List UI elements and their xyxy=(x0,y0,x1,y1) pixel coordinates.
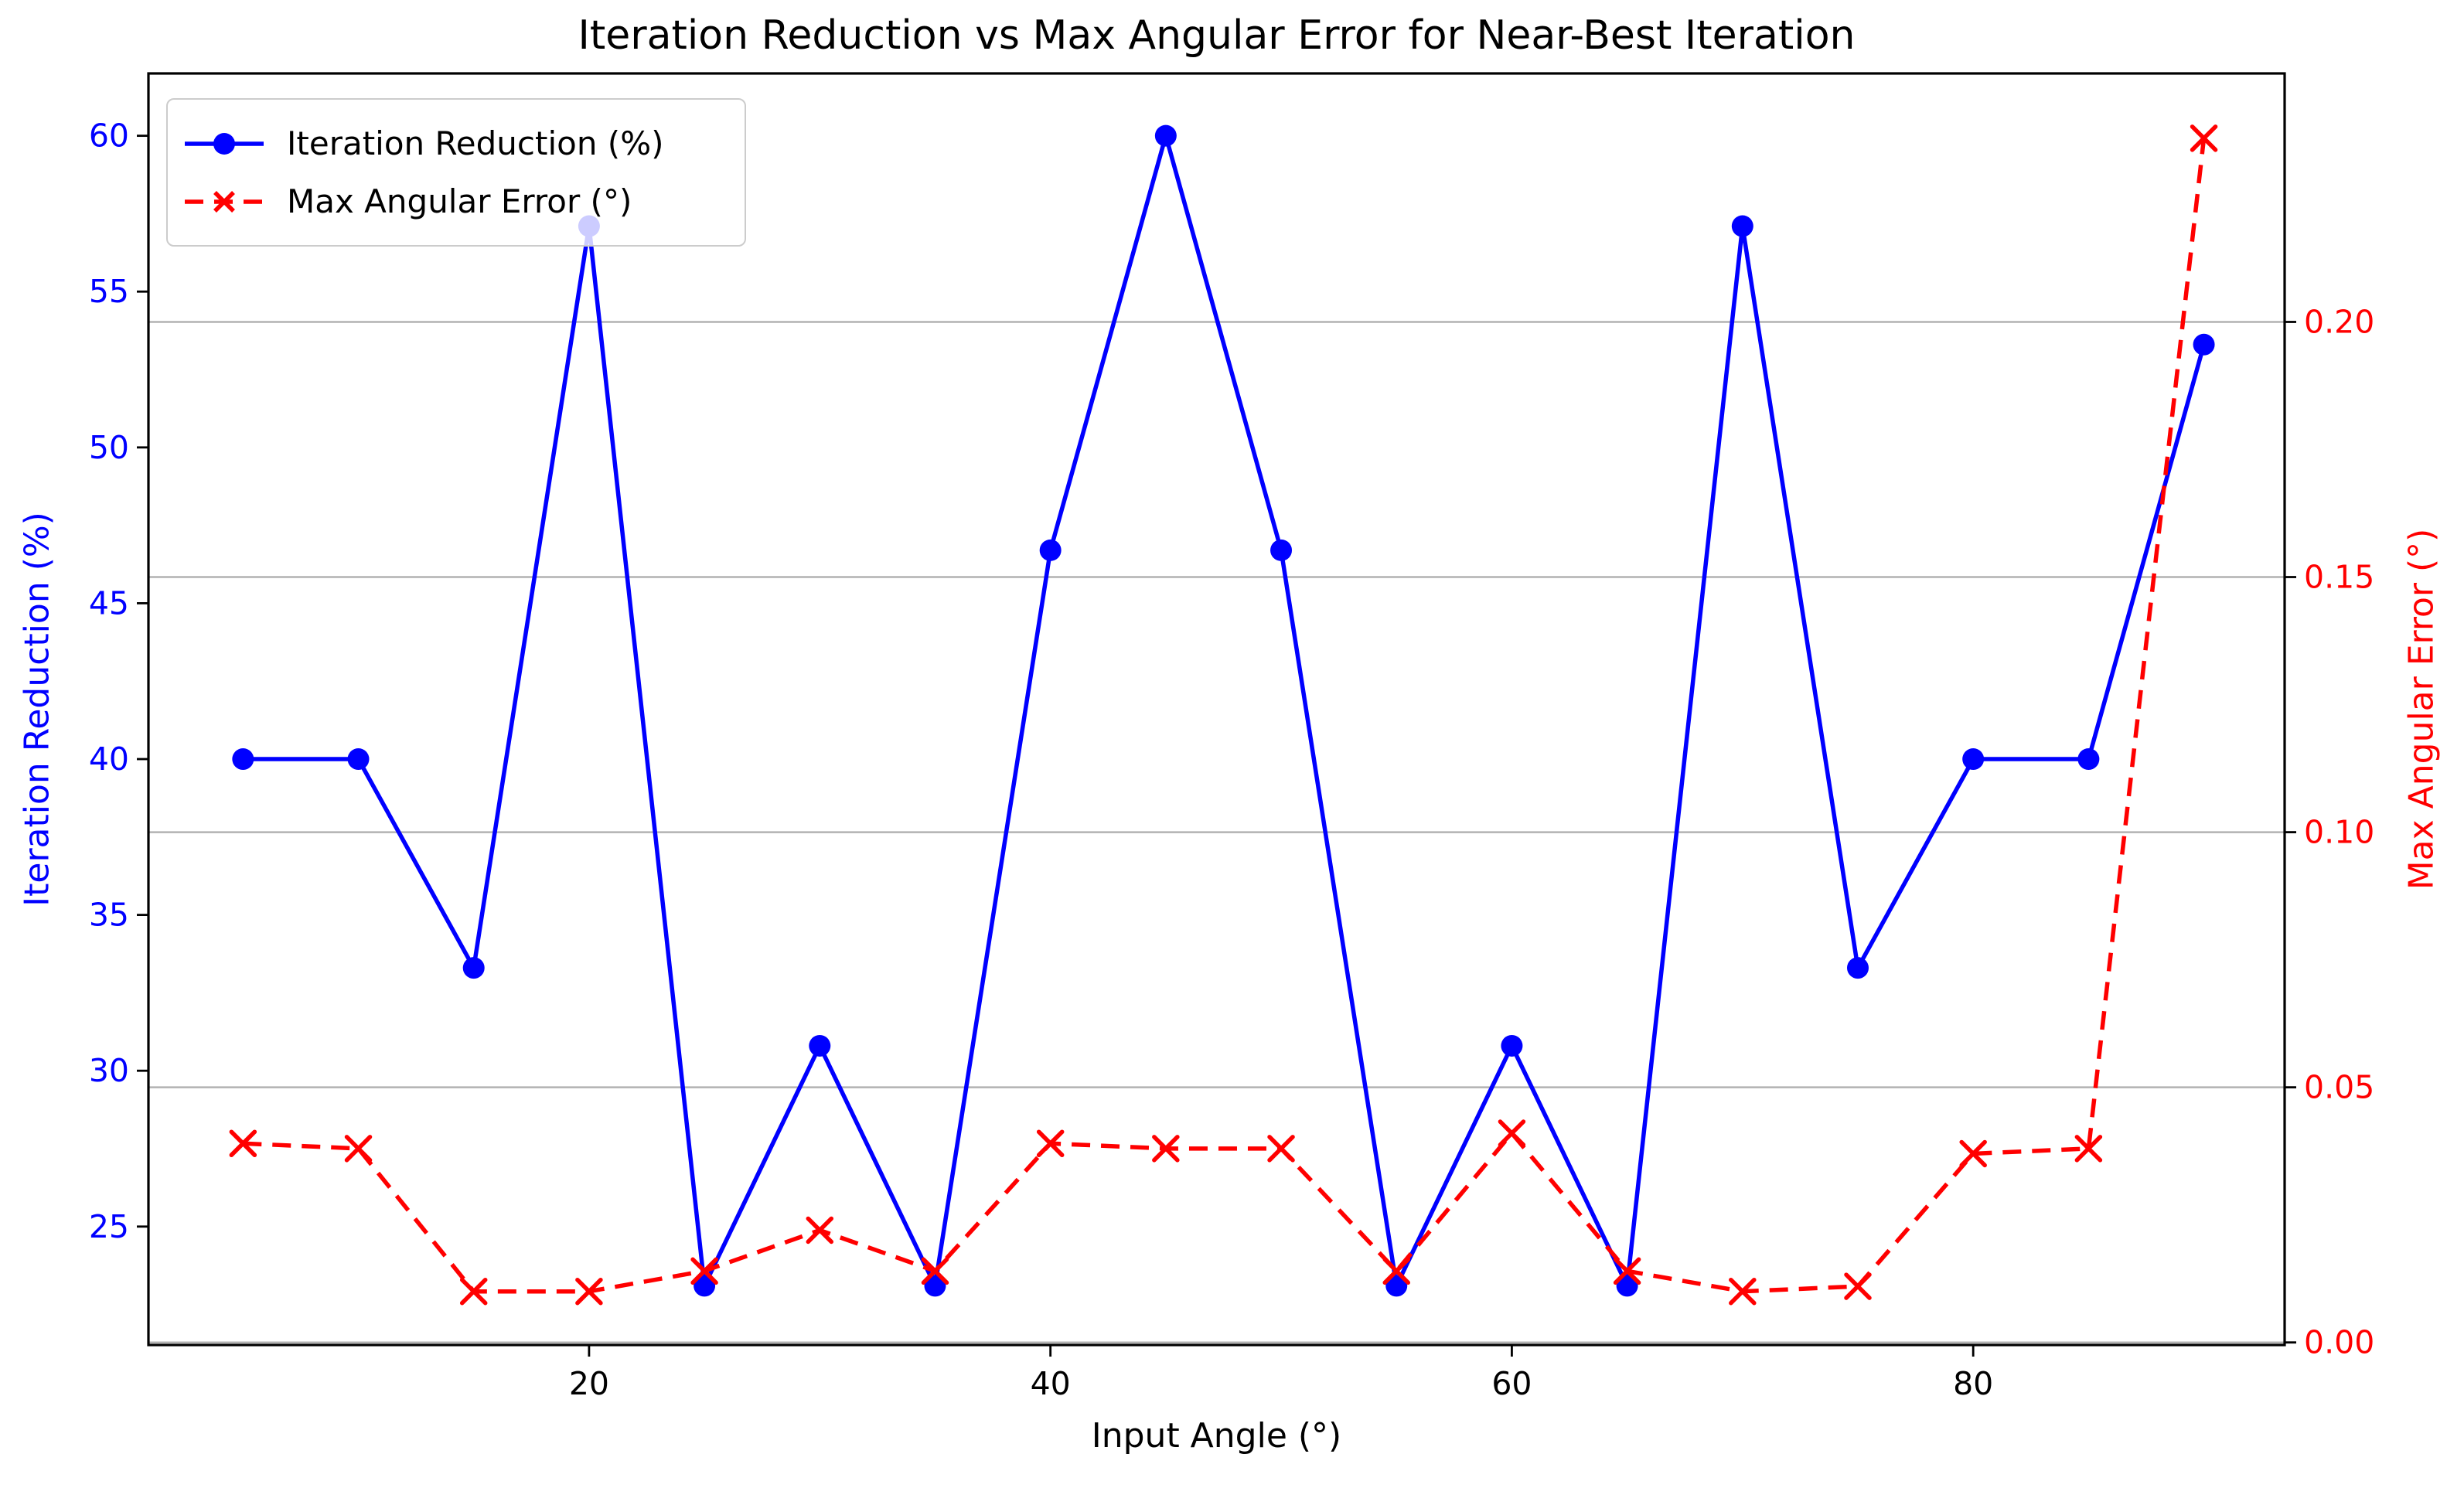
x-tick-label: 40 xyxy=(1031,1365,1071,1402)
series-line-1 xyxy=(243,138,2207,1294)
data-point-marker xyxy=(1729,1277,1757,1306)
data-point-marker xyxy=(1616,1275,1638,1297)
data-point-marker xyxy=(809,1034,831,1057)
data-point-marker xyxy=(1844,1272,1872,1300)
data-point-marker xyxy=(459,1277,488,1306)
legend-label: Max Angular Error (°) xyxy=(287,182,632,220)
right-y-tick-label: 0.15 xyxy=(2304,559,2374,596)
right-y-tick-label: 0.05 xyxy=(2304,1069,2374,1106)
data-point-marker xyxy=(2190,124,2218,152)
series-line-0 xyxy=(243,133,2207,1289)
right-y-axis-label: Max Angular Error (°) xyxy=(2401,528,2442,890)
plot-frame xyxy=(147,72,2286,1347)
data-point-marker xyxy=(1039,539,1062,561)
data-point-marker xyxy=(921,1257,949,1285)
left-y-tick-label: 50 xyxy=(89,429,129,466)
data-point-marker xyxy=(575,1277,603,1306)
right-y-tick-label: 0.10 xyxy=(2304,814,2374,851)
left-y-tick-label: 40 xyxy=(89,741,129,778)
left-y-tick-label: 35 xyxy=(89,897,129,934)
data-point-marker xyxy=(1154,124,1177,147)
data-point-marker xyxy=(1959,1139,1987,1168)
legend-sample-line-circle-icon xyxy=(185,132,264,155)
x-tick-label: 20 xyxy=(569,1365,609,1402)
data-point-marker xyxy=(806,1216,834,1245)
x-tick-label: 60 xyxy=(1491,1365,1532,1402)
data-point-marker xyxy=(1382,1257,1410,1285)
data-point-marker xyxy=(1731,215,1753,237)
legend-sample-dashed-x-icon xyxy=(185,190,264,213)
legend-item-max-angular-error: Max Angular Error (°) xyxy=(182,182,731,220)
data-point-marker xyxy=(1152,1135,1180,1163)
data-point-marker xyxy=(690,1257,718,1285)
data-point-marker xyxy=(1962,748,1985,771)
data-point-marker xyxy=(344,1135,373,1163)
data-point-marker xyxy=(1036,1129,1065,1158)
data-point-marker xyxy=(2077,748,2100,771)
data-point-marker xyxy=(1267,1135,1295,1163)
data-point-marker xyxy=(1846,957,1869,979)
left-y-tick-label: 30 xyxy=(89,1052,129,1089)
left-y-tick-label: 60 xyxy=(89,117,129,155)
right-y-tick-label: 0.20 xyxy=(2304,303,2374,340)
data-point-marker xyxy=(1498,1119,1526,1147)
data-point-marker xyxy=(347,748,370,771)
data-point-marker xyxy=(232,748,254,771)
left-y-tick-label: 55 xyxy=(89,273,129,310)
legend-label: Iteration Reduction (%) xyxy=(287,124,664,162)
data-point-marker xyxy=(2193,333,2215,356)
data-point-marker xyxy=(1385,1275,1408,1297)
legend-item-iteration-reduction: Iteration Reduction (%) xyxy=(182,124,731,162)
left-y-tick-label: 45 xyxy=(89,584,129,621)
data-point-marker xyxy=(924,1275,946,1297)
data-point-marker xyxy=(1501,1034,1523,1057)
right-y-tick-label: 0.00 xyxy=(2304,1324,2374,1361)
left-y-axis-label: Iteration Reduction (%) xyxy=(17,512,57,907)
legend: Iteration Reduction (%) Max Angular Erro… xyxy=(166,98,746,247)
data-point-marker xyxy=(1613,1257,1641,1285)
x-axis-label: Input Angle (°) xyxy=(1091,1416,1342,1456)
left-y-tick-label: 25 xyxy=(89,1208,129,1245)
data-point-marker xyxy=(1270,539,1293,561)
data-point-marker xyxy=(694,1275,716,1297)
data-point-marker xyxy=(2074,1135,2103,1163)
data-point-marker xyxy=(229,1129,257,1158)
chart-title: Iteration Reduction vs Max Angular Error… xyxy=(578,12,1856,59)
x-tick-label: 80 xyxy=(1953,1365,1993,1402)
data-point-marker xyxy=(462,957,485,979)
